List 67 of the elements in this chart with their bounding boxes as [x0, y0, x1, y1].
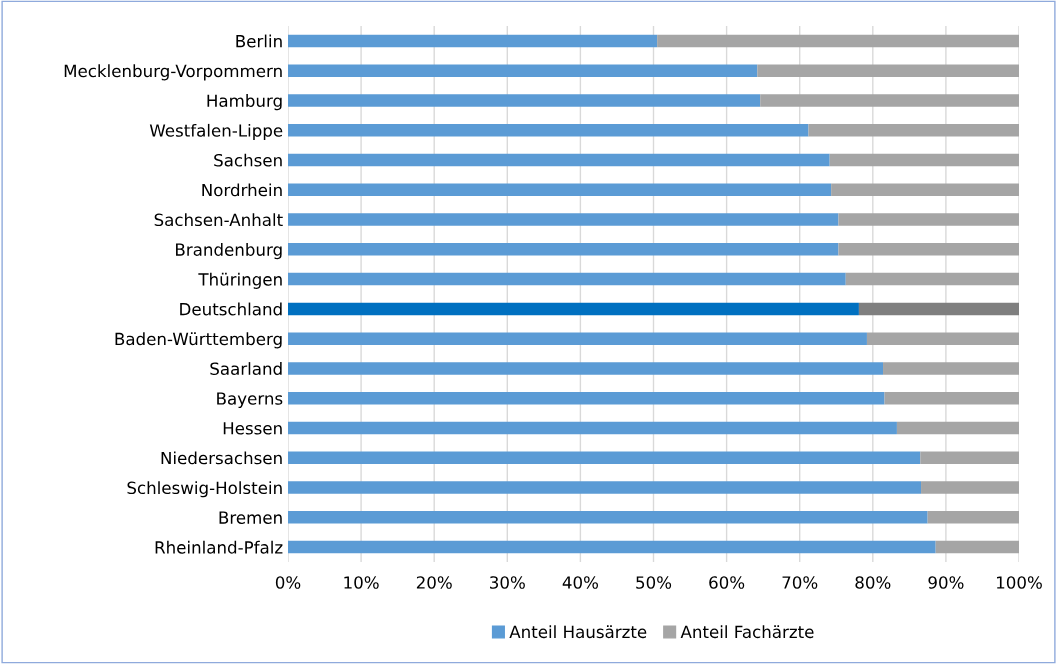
bar — [838, 213, 1019, 226]
y-tick-label: Deutschland — [180, 302, 282, 316]
x-tick-label: 0% — [275, 576, 301, 589]
bar — [288, 34, 658, 48]
bar — [288, 421, 897, 435]
y-tick-label: Brandenburg — [176, 243, 282, 260]
bar — [927, 511, 1019, 524]
bar — [896, 421, 1019, 435]
x-tick-label: 70% — [782, 576, 818, 589]
y-tick-label: Sachsen — [214, 153, 282, 167]
y-tick-label: Schleswig-Holstein — [127, 481, 282, 498]
x-tick-label: 60% — [709, 576, 745, 589]
bar — [288, 302, 859, 316]
x-tick-label: 10% — [344, 576, 379, 589]
bar — [288, 332, 867, 345]
bar — [858, 302, 1019, 316]
y-tick-label: Westfalen-Lippe — [149, 123, 283, 141]
bar — [866, 332, 1019, 345]
bar — [288, 451, 921, 465]
bar — [288, 183, 832, 197]
legend-label: Anteil Hausärzte — [509, 625, 647, 639]
bar — [657, 34, 1019, 48]
bar — [829, 153, 1019, 167]
bar — [288, 272, 846, 286]
bar — [831, 183, 1019, 197]
y-tick-label: Thüringen — [198, 272, 282, 289]
bar — [883, 362, 1019, 375]
bar — [288, 213, 839, 226]
y-tick-label: Mecklenburg-Vorpommern — [64, 64, 282, 81]
bar — [845, 272, 1019, 286]
bar — [757, 64, 1019, 77]
y-tick-label: Berlin — [236, 34, 282, 48]
x-tick-label: 40% — [562, 576, 598, 589]
x-tick-label: 50% — [636, 576, 672, 589]
y-tick-label: Hessen — [223, 422, 282, 435]
x-tick-label: 100% — [997, 576, 1042, 589]
x-tick-label: 80% — [855, 576, 891, 589]
bar — [288, 123, 809, 137]
y-tick-label: Sachsen-Anhalt — [154, 213, 283, 227]
bar — [884, 391, 1019, 405]
bar — [288, 362, 884, 375]
x-tick-label: 90% — [928, 576, 964, 589]
bar — [288, 540, 936, 554]
bar — [288, 243, 839, 256]
y-tick-label: Rheinland-Pfalz — [155, 540, 283, 554]
bar — [808, 123, 1019, 137]
bar — [760, 94, 1019, 107]
y-tick-label: Bayerns — [217, 392, 283, 409]
bar — [920, 451, 1019, 465]
y-tick-label: Baden-Württemberg — [115, 332, 282, 349]
bar — [288, 94, 761, 107]
bar — [921, 481, 1019, 494]
y-tick-label: Bremen — [219, 511, 282, 524]
legend-label: Anteil Fachärzte — [680, 625, 814, 639]
bar — [288, 153, 830, 167]
bar — [838, 243, 1019, 256]
bar — [288, 481, 922, 494]
x-tick-label: 30% — [490, 576, 525, 589]
y-tick-label: Niedersachsen — [161, 451, 282, 465]
bar — [935, 540, 1019, 554]
y-tick-label: Nordrhein — [202, 183, 282, 197]
bar — [288, 511, 928, 524]
bar — [288, 64, 758, 77]
bar — [288, 391, 885, 405]
y-tick-label: Saarland — [210, 362, 282, 376]
x-tick-label: 20% — [416, 576, 452, 589]
y-tick-label: Hamburg — [207, 94, 282, 111]
